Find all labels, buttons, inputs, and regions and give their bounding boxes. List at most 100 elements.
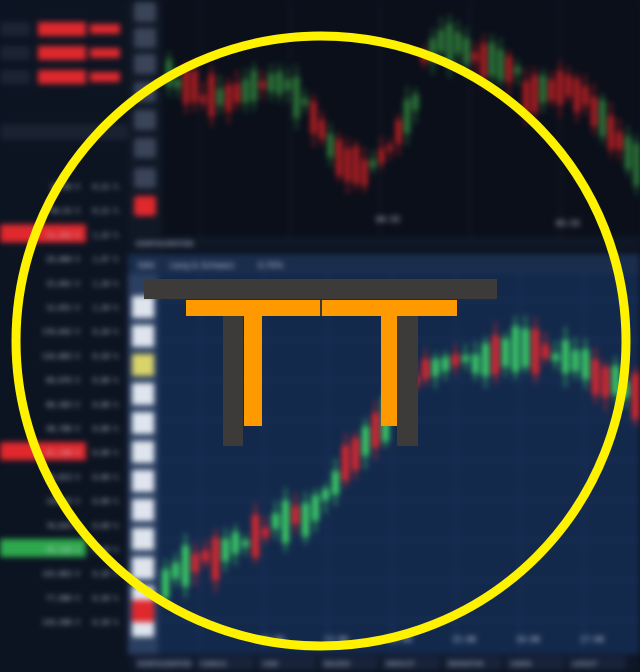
ticker-change: 0,60 % — [93, 473, 119, 481]
candle — [208, 74, 215, 117]
ticker-change: 0,20 % — [93, 594, 119, 602]
candle — [622, 382, 629, 398]
candle — [282, 500, 289, 544]
candle — [438, 30, 444, 53]
bottom-tab[interactable] — [382, 656, 440, 670]
candle — [361, 159, 368, 186]
upper-tool-button[interactable] — [134, 110, 156, 130]
upper-tool-button[interactable] — [134, 82, 156, 102]
lower-time-label: 12:00 — [260, 635, 284, 644]
candle — [327, 133, 334, 158]
bottom-tab[interactable] — [196, 656, 254, 670]
candle — [191, 70, 198, 103]
lower-tool-button[interactable] — [132, 441, 154, 463]
ticker-price: 66,52 € — [50, 207, 80, 215]
candle — [599, 99, 606, 137]
candle — [429, 38, 436, 62]
ticker-change: 0,60 % — [93, 522, 119, 530]
lower-tool-button[interactable] — [132, 325, 154, 347]
candle — [548, 79, 555, 101]
upper-time-label: 04:55 — [376, 215, 400, 224]
ticker-change: 0,21 % — [93, 183, 119, 191]
candle — [582, 86, 589, 106]
ticker-header-price — [38, 70, 86, 84]
candle — [362, 426, 369, 456]
ticker-price: 133,863 € — [42, 570, 80, 578]
candle — [633, 143, 640, 186]
lower-time-label: 16:00 — [516, 635, 540, 644]
bottom-tab-label: LINIEN — [510, 660, 531, 668]
bottom-tab[interactable] — [258, 656, 316, 670]
lower-tool-button[interactable] — [132, 383, 154, 405]
candle — [225, 84, 232, 112]
candle — [312, 495, 319, 521]
candle — [217, 88, 223, 106]
lower-tool-button[interactable] — [132, 557, 154, 579]
ticker-price: 110,288 € — [42, 619, 80, 627]
candle — [432, 358, 439, 377]
candle — [162, 569, 169, 599]
ticker-price: 178,042 € — [42, 328, 80, 336]
bottom-tab-label: ANSICHT — [386, 660, 415, 668]
candle — [608, 115, 614, 150]
panel-change-label: 0,70% — [258, 261, 284, 270]
candle — [353, 146, 359, 184]
ticker-header-row — [0, 22, 30, 36]
lower-tool-button[interactable] — [132, 528, 154, 550]
candle — [302, 503, 309, 537]
candle — [183, 68, 189, 105]
ticker-price: 78,833 € — [46, 522, 80, 530]
ticker-change: 0,21 % — [93, 207, 119, 215]
bottom-tab[interactable] — [506, 656, 564, 670]
upper-tool-button[interactable] — [134, 54, 156, 74]
upper-tool-button[interactable] — [134, 138, 156, 158]
lower-tool-button[interactable] — [132, 412, 154, 434]
candle — [514, 66, 521, 75]
lower-time-label: 13:00 — [324, 635, 348, 644]
ticker-price: 20,068 € — [46, 256, 80, 264]
ticker-price: 95,140 € — [46, 546, 80, 554]
ticker-change: 1,20 % — [93, 304, 119, 312]
ticker-change: 1,20 % — [93, 280, 119, 288]
candle — [242, 79, 249, 103]
lower-tool-button[interactable] — [132, 470, 154, 492]
lower-tool-button[interactable] — [132, 354, 154, 376]
ticker-header-row — [0, 70, 30, 84]
candle — [592, 359, 599, 395]
bottom-tab[interactable] — [134, 656, 192, 670]
bottom-tab[interactable] — [444, 656, 502, 670]
ticker-price: 11,252 € — [46, 231, 80, 239]
bottom-tab-label: KONFIGURATION — [138, 660, 192, 668]
candle — [502, 338, 509, 367]
candle — [522, 328, 529, 368]
candle — [259, 80, 266, 89]
lower-tool-button[interactable] — [132, 499, 154, 521]
candle — [472, 52, 478, 62]
bottom-tab[interactable] — [568, 656, 626, 670]
ticker-price: 110,865 € — [42, 352, 80, 360]
lower-chart-panel — [128, 254, 640, 672]
candle — [422, 358, 429, 380]
candle — [285, 79, 291, 91]
candle — [632, 373, 639, 419]
delete-tool-button[interactable] — [132, 600, 154, 622]
candle — [512, 326, 519, 372]
candle — [372, 412, 379, 448]
bottom-tab[interactable] — [320, 656, 378, 670]
candle — [302, 98, 308, 106]
candle — [222, 538, 229, 562]
upper-tool-button[interactable] — [134, 196, 156, 216]
bottom-tab-label: BALKEN — [324, 660, 350, 668]
candle — [262, 527, 269, 538]
candle — [344, 148, 351, 182]
ticker-price: 80,303 € — [46, 401, 80, 409]
lower-tool-button[interactable] — [132, 296, 154, 318]
upper-tool-button[interactable] — [134, 168, 156, 188]
candle — [462, 355, 469, 362]
ticker-price: 89,076 € — [46, 377, 80, 385]
candle — [174, 79, 181, 89]
upper-tool-button[interactable] — [134, 28, 156, 48]
candle — [582, 349, 589, 380]
upper-tool-button[interactable] — [134, 2, 156, 22]
